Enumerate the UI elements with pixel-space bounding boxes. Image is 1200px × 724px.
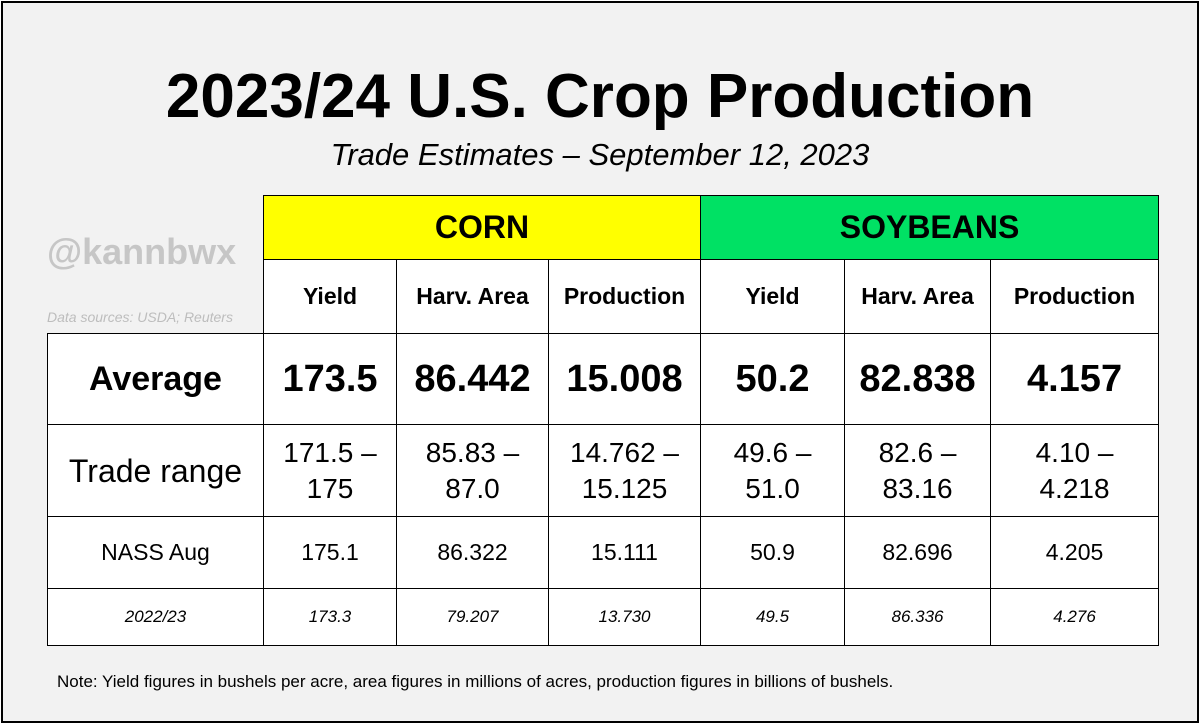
table-cell: 173.5 — [263, 333, 397, 425]
table-cell: 15.111 — [547, 516, 702, 589]
range-low: 82.6 – — [878, 436, 957, 468]
table-row-2022-23: 2022/23 173.3 79.207 13.730 49.5 86.336 … — [47, 588, 1160, 646]
chart-title: 2023/24 U.S. Crop Production — [165, 62, 1035, 131]
range-high: 83.16 — [882, 472, 953, 504]
row-label: 2022/23 — [47, 588, 264, 646]
corner-cell — [48, 196, 264, 260]
table-cell: 49.6 – 51.0 — [700, 424, 846, 517]
table-row-nass-aug: NASS Aug 175.1 86.322 15.111 50.9 82.696… — [47, 516, 1160, 589]
row-label: Trade range — [47, 424, 264, 517]
table-cell: 15.008 — [547, 333, 702, 425]
table-cell: 50.2 — [700, 333, 846, 425]
row-label: Average — [47, 333, 264, 425]
corner-cell — [48, 260, 264, 334]
table-cell: 49.5 — [700, 588, 846, 646]
range-low: 171.5 – — [283, 436, 377, 468]
column-header: Harv. Area — [844, 259, 992, 334]
table-cell: 50.9 — [700, 516, 846, 589]
range-high: 87.0 — [445, 472, 500, 504]
corn-header: CORN — [262, 195, 702, 260]
table-cell: 82.696 — [844, 516, 992, 589]
table-cell: 86.442 — [396, 333, 549, 425]
range-low: 49.6 – — [733, 436, 812, 468]
table-cell: 4.276 — [990, 588, 1160, 646]
range-high: 175 — [306, 472, 354, 504]
column-header: Yield — [700, 259, 846, 334]
soybeans-header: SOYBEANS — [700, 195, 1160, 260]
column-header: Production — [547, 259, 702, 334]
estimates-table: CORN SOYBEANS Yield Harv. Area Productio… — [47, 195, 1160, 646]
range-low: 14.762 – — [570, 436, 679, 468]
table-row-trade-range: Trade range 171.5 – 175 85.83 – 87.0 14.76… — [47, 424, 1160, 517]
column-header: Yield — [263, 259, 397, 334]
table-cell: 85.83 – 87.0 — [396, 424, 549, 517]
table-cell: 4.157 — [990, 333, 1160, 425]
table-cell: 4.205 — [990, 516, 1160, 589]
table-cell: 82.6 – 83.16 — [844, 424, 992, 517]
column-header-row: Yield Harv. Area Production Yield Harv. … — [48, 259, 1160, 334]
table-cell: 79.207 — [396, 588, 549, 646]
chart-subtitle: Trade Estimates – September 12, 2023 — [330, 137, 870, 172]
row-label: NASS Aug — [47, 516, 264, 589]
watermark-handle: @kannbwx — [47, 231, 237, 272]
column-header: Harv. Area — [396, 259, 549, 334]
table-cell: 4.10 – 4.218 — [990, 424, 1160, 517]
table-cell: 86.336 — [844, 588, 992, 646]
range-high: 4.218 — [1039, 472, 1110, 504]
table-cell: 175.1 — [263, 516, 397, 589]
range-high: 51.0 — [745, 472, 800, 504]
table-cell: 82.838 — [844, 333, 992, 425]
range-low: 4.10 – — [1035, 436, 1114, 468]
table-cell: 13.730 — [547, 588, 702, 646]
range-high: 15.125 — [581, 472, 668, 504]
crop-header-row: CORN SOYBEANS — [48, 195, 1160, 260]
column-header: Production — [990, 259, 1160, 334]
data-sources: Data sources: USDA; Reuters — [47, 309, 233, 325]
table-cell: 173.3 — [263, 588, 397, 646]
table-cell: 86.322 — [396, 516, 549, 589]
units-note: Note: Yield figures in bushels per acre,… — [57, 672, 894, 691]
table-cell: 171.5 – 175 — [263, 424, 397, 517]
table-row-average: Average 173.5 86.442 15.008 50.2 82.838 … — [47, 333, 1160, 425]
range-low: 85.83 – — [425, 436, 520, 468]
table-cell: 14.762 – 15.125 — [547, 424, 702, 517]
